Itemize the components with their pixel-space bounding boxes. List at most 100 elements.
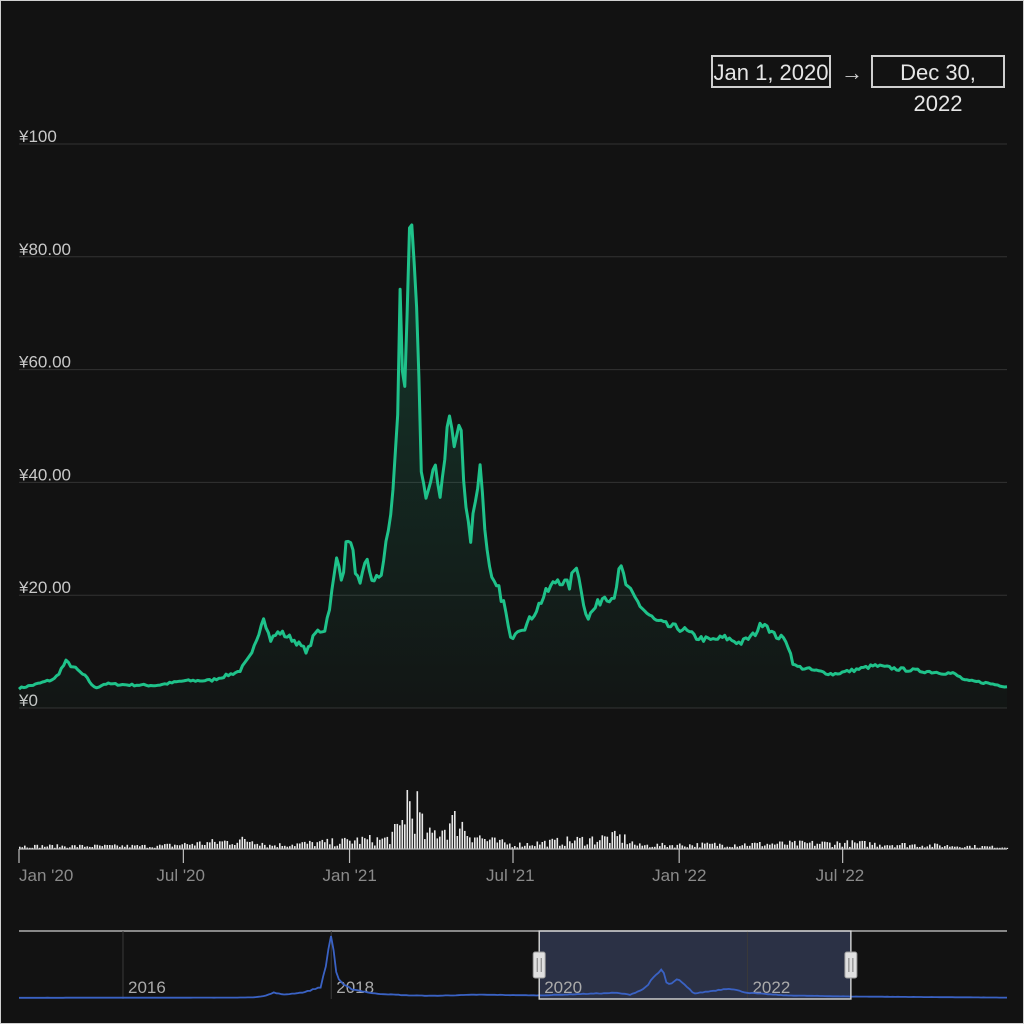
volume-bar [101,846,104,849]
volume-bar [119,846,121,849]
volume-bar [316,842,319,849]
volume-bar [929,844,931,849]
volume-bar [26,847,29,849]
x-tick-label: Jan '20 [19,866,73,885]
range-start-input[interactable]: Jan 1, 2020 [711,55,831,88]
volume-bar [106,845,109,849]
volume-bar [1006,847,1009,849]
volume-bar [284,845,286,849]
volume-bar [899,845,901,849]
volume-bar [141,845,144,849]
volume-bar [544,840,546,849]
volume-bar [774,844,776,849]
volume-bar [554,839,556,849]
volume-bar [166,843,169,849]
navigator-window[interactable] [539,931,851,999]
volume-bar [859,841,861,849]
volume-bar [591,836,594,849]
volume-bar [56,844,59,849]
volume-bar [621,842,624,849]
volume-bar [521,846,524,849]
volume-bar [406,790,409,849]
volume-bar [871,844,874,849]
volume-bar [836,841,839,849]
volume-bar [576,836,579,849]
volume-bar [864,841,866,849]
volume-bar [694,846,696,849]
volume-bar [194,845,196,849]
volume-bar [201,844,204,849]
volume-bar [756,843,759,849]
volume-bar [456,836,459,849]
range-end-input[interactable]: Dec 30, 2022 [871,55,1005,116]
volume-bar [301,842,304,849]
volume-bar [951,846,954,849]
volume-bar [294,846,296,849]
volume-bar [936,843,939,849]
volume-bar [511,847,514,849]
volume-bar [431,832,434,849]
handle-grip-icon [532,951,546,979]
volume-bar [229,844,231,849]
volume-bar [491,837,494,849]
volume-bar [286,846,289,849]
volume-bar [739,846,741,849]
volume-bar [414,833,416,849]
volume-bar [941,847,944,849]
volume-bar [924,847,926,849]
volume-bar [974,845,976,849]
volume-bar [819,843,821,849]
volume-bar [504,842,506,849]
volume-bar [411,818,414,849]
volume-bar [309,840,311,849]
navigator[interactable]: 2016 2018 2020 2022 [19,930,1007,1000]
volume-bar [771,843,774,849]
volume-bar [396,823,399,849]
volume-bar [241,836,244,849]
y-tick-label: ¥20.00 [18,578,71,597]
volume-bar [271,845,274,849]
volume-bar [779,841,781,849]
volume-bar [236,842,239,849]
volume-bar [226,841,229,849]
volume-bar [536,841,539,849]
volume-bar [656,843,659,849]
volume-bar [336,845,339,849]
volume-bar [616,836,619,849]
volume-bar [849,846,851,849]
volume-bar [601,835,604,849]
volume-bar [509,843,511,849]
volume-bar [729,846,731,849]
volume-bar [589,838,591,849]
volume-bar [446,839,449,849]
volume-bar [164,844,166,849]
navigator-handle-left[interactable] [532,951,546,979]
volume-bar [489,839,491,849]
volume-bar [711,843,714,849]
volume-bar [461,821,464,849]
volume-bar [254,844,256,849]
volume-bar [306,843,309,849]
volume-bar [529,845,531,849]
volume-bar [366,839,369,849]
volume-bar [156,845,159,849]
volume-bar [969,845,971,849]
volume-bar [856,843,859,849]
volume-bar [914,844,916,849]
navigator-handle-right[interactable] [844,951,858,979]
volume-bar [129,847,131,849]
volume-bar [831,847,834,849]
volume-bar [206,842,209,849]
volume-bar [329,844,331,849]
volume-bar [606,836,609,849]
navigator-year-label: 2020 [544,978,582,997]
volume-bar [494,837,496,849]
volume-bar [804,842,806,849]
volume-bar [99,845,101,849]
price-line [18,223,1008,691]
volume-bar [581,836,584,849]
volume-bar [299,843,301,849]
volume-bar [439,836,441,849]
volume-bar [814,845,816,849]
